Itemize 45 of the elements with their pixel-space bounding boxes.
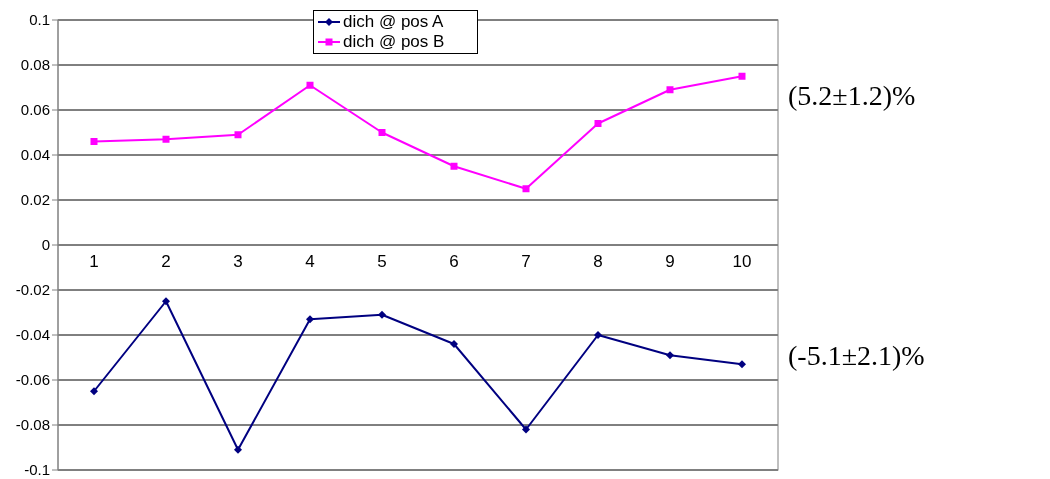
point xyxy=(90,138,98,145)
point xyxy=(306,81,314,89)
legend-label: dich @ pos B xyxy=(343,32,445,52)
point xyxy=(594,120,602,127)
x-tick-label: 2 xyxy=(161,252,171,271)
point xyxy=(378,129,386,136)
point xyxy=(234,445,242,454)
point xyxy=(162,135,170,143)
point xyxy=(738,72,746,80)
point xyxy=(522,425,530,434)
point xyxy=(666,86,674,94)
point xyxy=(162,297,170,306)
point xyxy=(450,162,458,170)
point xyxy=(234,131,242,139)
y-tick-label: 0 xyxy=(41,236,50,254)
point xyxy=(522,185,530,193)
text: (-5.1±2.1)% xyxy=(788,340,925,372)
x-tick-label: 4 xyxy=(305,252,315,271)
y-tick-label: -0.1 xyxy=(24,461,50,479)
legend-label: dich @ pos A xyxy=(343,12,444,32)
y-tick-label: 0.04 xyxy=(20,146,50,164)
x-tick-label: 8 xyxy=(593,252,603,271)
text: (5.2±1.2)% xyxy=(788,80,916,112)
point xyxy=(306,315,314,324)
y-tick-label: -0.08 xyxy=(15,416,50,434)
x-tick-label: 1 xyxy=(89,252,99,271)
point xyxy=(378,310,386,319)
x-tick-label: 9 xyxy=(665,252,675,271)
y-tick-label: -0.02 xyxy=(15,281,50,299)
point xyxy=(594,331,602,339)
x-tick-label: 6 xyxy=(449,252,459,271)
x-tick-label: 3 xyxy=(233,252,243,271)
point xyxy=(90,387,98,396)
point xyxy=(738,360,746,369)
y-tick-label: -0.06 xyxy=(15,371,50,389)
x-tick-label: 7 xyxy=(521,252,531,271)
point xyxy=(666,351,674,360)
y-tick-label: 0.1 xyxy=(29,11,50,29)
y-tick-label: 0.06 xyxy=(20,101,50,119)
point xyxy=(450,340,458,348)
y-tick-label: 0.02 xyxy=(20,191,50,209)
y-tick-label: -0.04 xyxy=(15,326,50,344)
y-tick-label: 0.08 xyxy=(20,56,50,74)
x-tick-label: 5 xyxy=(377,252,387,271)
x-tick-label: 10 xyxy=(732,252,752,271)
